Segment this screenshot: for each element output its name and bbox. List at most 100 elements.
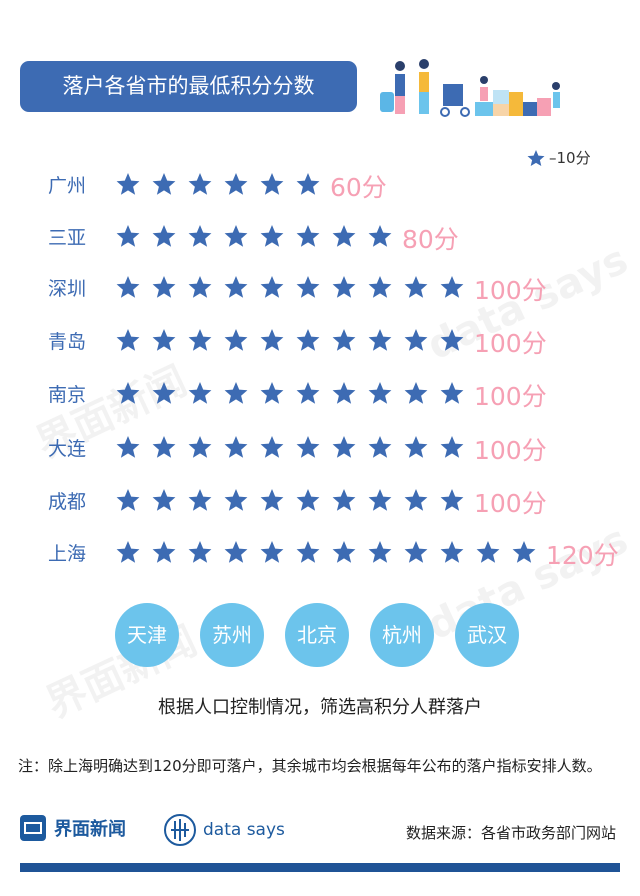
star-mark: [188, 225, 212, 247]
star-mark: [188, 173, 212, 195]
star-mark: [476, 541, 500, 563]
star-mark: [404, 541, 428, 563]
city-label: 深圳: [48, 278, 87, 300]
star-mark: [224, 276, 248, 298]
city-circle: 北京: [285, 603, 349, 667]
star-mark: [188, 541, 212, 563]
star-mark: [224, 225, 248, 247]
star-mark: [116, 173, 140, 195]
star-mark: [404, 489, 428, 511]
star-mark: [368, 225, 392, 247]
star-mark: [116, 382, 140, 404]
star-mark: [368, 489, 392, 511]
star-mark: [368, 329, 392, 351]
star-mark: [332, 489, 356, 511]
page-title: 落户各省市的最低积分分数: [20, 61, 357, 112]
star-mark: [260, 225, 284, 247]
star-mark: [368, 541, 392, 563]
legend: –10分: [527, 147, 591, 168]
star-mark: [368, 436, 392, 458]
jiemian-logo-icon: [20, 815, 46, 841]
datasays-text: data says: [203, 820, 285, 840]
star-mark: [260, 541, 284, 563]
star-mark: [296, 329, 320, 351]
star-mark: [440, 541, 464, 563]
score-label: 100分: [474, 382, 547, 411]
city-circle: 武汉: [455, 603, 519, 667]
datasays-logo: data says: [163, 813, 285, 847]
score-label: 100分: [474, 276, 547, 305]
score-label: 60分: [330, 173, 387, 202]
star-mark: [260, 173, 284, 195]
star-mark: [152, 382, 176, 404]
star-mark: [188, 382, 212, 404]
star-marks: [116, 173, 536, 563]
star-mark: [296, 541, 320, 563]
star-mark: [116, 225, 140, 247]
footer-bar: [20, 863, 620, 872]
star-mark: [404, 436, 428, 458]
star-mark: [224, 541, 248, 563]
star-mark: [152, 173, 176, 195]
city-label: 青岛: [48, 331, 87, 353]
legend-label: –10分: [549, 149, 591, 167]
star-mark: [296, 382, 320, 404]
star-mark: [332, 276, 356, 298]
star-mark: [188, 276, 212, 298]
star-mark: [296, 225, 320, 247]
city-label: 南京: [48, 384, 87, 406]
star-mark: [260, 382, 284, 404]
star-mark: [116, 489, 140, 511]
star-mark: [404, 276, 428, 298]
star-mark: [404, 382, 428, 404]
star-mark: [152, 541, 176, 563]
star-mark: [116, 329, 140, 351]
score-label: 100分: [474, 489, 547, 518]
star-mark: [440, 489, 464, 511]
star-mark: [296, 173, 320, 195]
star-mark: [152, 489, 176, 511]
datasays-icon: [164, 814, 196, 846]
star-mark: [224, 329, 248, 351]
star-mark: [440, 329, 464, 351]
star-mark: [224, 382, 248, 404]
star-mark: [224, 489, 248, 511]
star-mark: [512, 541, 536, 563]
city-label: 大连: [48, 438, 87, 460]
star-mark: [296, 489, 320, 511]
star-mark: [260, 436, 284, 458]
star-mark: [332, 382, 356, 404]
score-label: 100分: [474, 436, 547, 465]
star-mark: [440, 276, 464, 298]
star-mark: [116, 276, 140, 298]
star-mark: [368, 276, 392, 298]
score-label: 120分: [546, 541, 619, 570]
score-label: 80分: [402, 225, 459, 254]
star-mark: [296, 276, 320, 298]
footnote: 注：除上海明确达到120分即可落户，其余城市均会根据每年公布的落户指标安排人数。: [18, 757, 602, 775]
city-label: 三亚: [48, 227, 87, 249]
data-source: 数据来源：各省市政务部门网站: [405, 824, 616, 842]
brand-name: 界面新闻: [54, 819, 126, 840]
caption: 根据人口控制情况，筛选高积分人群落户: [158, 697, 482, 718]
star-icon: [527, 149, 545, 166]
star-mark: [332, 541, 356, 563]
star-mark: [368, 382, 392, 404]
star-mark: [332, 225, 356, 247]
city-label: 广州: [48, 175, 87, 197]
star-mark: [152, 436, 176, 458]
star-mark: [296, 436, 320, 458]
star-mark: [116, 436, 140, 458]
star-mark: [224, 173, 248, 195]
brand-logo: 界面新闻: [20, 815, 126, 841]
star-mark: [440, 436, 464, 458]
star-mark: [188, 436, 212, 458]
star-mark: [188, 489, 212, 511]
star-mark: [116, 541, 140, 563]
city-circle: 杭州: [370, 603, 434, 667]
city-label: 成都: [48, 491, 87, 513]
star-mark: [152, 329, 176, 351]
city-circle: 苏州: [200, 603, 264, 667]
star-mark: [332, 436, 356, 458]
